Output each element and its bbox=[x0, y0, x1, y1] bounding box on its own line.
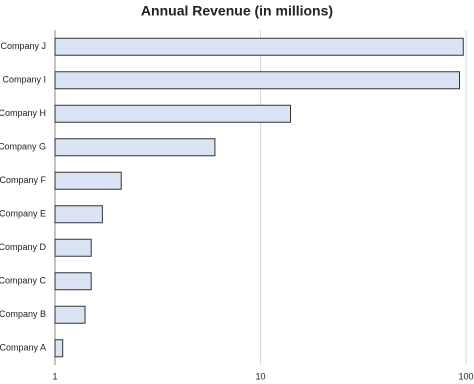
bar bbox=[54, 71, 461, 90]
x-tick-label: 10 bbox=[255, 371, 265, 381]
bar bbox=[54, 238, 92, 257]
bar bbox=[54, 339, 64, 358]
bar bbox=[54, 305, 86, 324]
x-tick-label: 100 bbox=[458, 371, 473, 381]
y-tick-label: Company D bbox=[0, 242, 46, 252]
y-tick-label: Company J bbox=[0, 41, 46, 51]
y-tick-label: Company C bbox=[0, 276, 46, 286]
bar bbox=[54, 171, 122, 190]
y-tick-label: Company H bbox=[0, 108, 46, 118]
y-tick-label: Company A bbox=[0, 343, 46, 353]
bar bbox=[54, 272, 92, 291]
bar bbox=[54, 138, 216, 157]
y-tick-label: Company B bbox=[0, 309, 46, 319]
x-tick-label: 1 bbox=[52, 371, 57, 381]
bar bbox=[54, 104, 292, 123]
y-tick-label: Company G bbox=[0, 142, 46, 152]
bar bbox=[54, 37, 464, 56]
y-tick-label: Company I bbox=[2, 75, 46, 85]
chart-title: Annual Revenue (in millions) bbox=[141, 3, 333, 19]
bar bbox=[54, 205, 103, 224]
y-tick-label: Company F bbox=[0, 175, 46, 185]
y-tick-label: Company E bbox=[0, 209, 46, 219]
